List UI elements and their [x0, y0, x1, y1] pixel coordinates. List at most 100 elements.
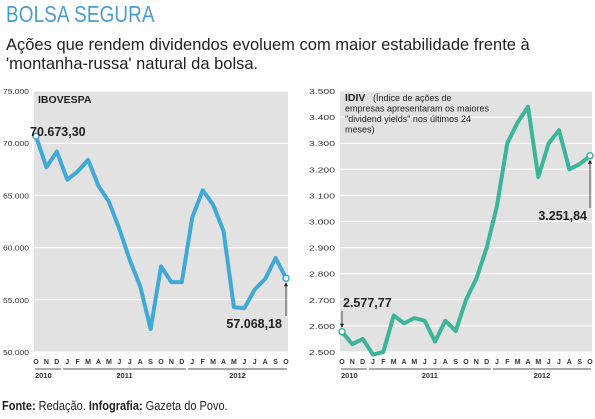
- y-tick-label: 2.800: [309, 270, 335, 279]
- x-tick-label: J: [253, 359, 257, 366]
- end-value-label: 3.251,84: [538, 209, 587, 223]
- endpoint-marker: [586, 152, 594, 160]
- end-pointer-arrow: [284, 282, 288, 287]
- series-line: [34, 134, 288, 331]
- year-label: 2011: [116, 371, 132, 380]
- end-pointer-arrow: [588, 159, 592, 164]
- x-tick-label: F: [381, 359, 386, 366]
- chart-title-note: meses): [345, 125, 375, 135]
- x-tick-label: S: [577, 359, 582, 366]
- x-tick-label: F: [201, 359, 206, 366]
- start-value-label: 70.673,30: [30, 125, 86, 139]
- credit-value: Gazeta do Povo.: [145, 399, 228, 413]
- x-tick-label: J: [557, 359, 561, 366]
- x-tick-label: D: [54, 359, 59, 366]
- x-tick-label: J: [117, 359, 121, 366]
- x-tick-label: M: [535, 359, 541, 366]
- year-label: 2010: [35, 371, 52, 380]
- x-tick-label: O: [587, 359, 593, 366]
- x-tick-label: A: [443, 359, 448, 366]
- x-tick-label: M: [231, 359, 237, 366]
- x-tick-label: J: [547, 359, 551, 366]
- y-tick-label: 2.900: [309, 244, 335, 253]
- y-tick-label: 2.600: [309, 322, 335, 331]
- series-line: [340, 104, 592, 357]
- x-tick-label: J: [371, 359, 375, 366]
- source-value: Redação.: [38, 399, 86, 413]
- x-tick-label: A: [567, 359, 572, 366]
- y-tick-label: 3.000: [309, 218, 335, 227]
- endpoint-marker: [338, 327, 346, 336]
- chart-title-note: (Índice de ações de: [373, 93, 452, 103]
- year-label: 2012: [534, 371, 551, 380]
- x-tick-label: A: [138, 359, 143, 366]
- chart-title-note: "dividend yields" nos últimos 24: [345, 114, 471, 124]
- x-tick-label: D: [360, 359, 365, 366]
- x-tick-label: O: [158, 359, 164, 366]
- x-tick-label: M: [391, 359, 397, 366]
- y-tick-label: 70.000: [3, 139, 29, 148]
- x-tick-label: O: [463, 359, 469, 366]
- x-tick-label: O: [283, 359, 289, 366]
- year-label: 2012: [229, 371, 246, 380]
- x-tick-label: A: [263, 359, 268, 366]
- x-tick-label: M: [515, 359, 521, 366]
- x-tick-label: S: [273, 359, 278, 366]
- y-tick-label: 55.000: [3, 296, 29, 305]
- source-label: Fonte:: [2, 399, 36, 413]
- y-tick-label: 3.200: [309, 165, 335, 174]
- x-tick-label: M: [210, 359, 216, 366]
- x-tick-label: A: [221, 359, 226, 366]
- chart-title: IBOVESPA: [38, 94, 92, 106]
- chart-title: IDIV: [345, 92, 365, 104]
- page-subtitle: Ações que rendem dividendos evoluem com …: [6, 36, 530, 73]
- x-tick-label: J: [190, 359, 194, 366]
- credit-label: Infografia:: [88, 399, 143, 413]
- x-tick-label: A: [96, 359, 101, 366]
- x-tick-label: A: [525, 359, 530, 366]
- y-tick-label: 3.300: [309, 139, 335, 148]
- page-title: BOLSA SEGURA: [6, 1, 155, 27]
- x-tick-label: N: [474, 359, 479, 366]
- x-tick-label: M: [106, 359, 112, 366]
- y-tick-label: 50.000: [3, 348, 29, 357]
- chart-title-note: empresas apresentaram os maiores: [345, 104, 490, 114]
- y-tick-label: 2.500: [309, 348, 335, 357]
- start-value-label: 2.577,77: [343, 296, 392, 310]
- y-tick-label: 60.000: [3, 244, 29, 253]
- chart-idiv: 2.500 2.600 2.700 2.800 2.900 3.000 3.100 3.200…: [309, 87, 594, 380]
- x-tick-label: F: [505, 359, 510, 366]
- x-tick-label: S: [453, 359, 458, 366]
- x-tick-label: J: [433, 359, 437, 366]
- x-tick-label: M: [411, 359, 417, 366]
- x-tick-label: F: [76, 359, 81, 366]
- x-tick-label: O: [339, 359, 345, 366]
- x-tick-label: A: [401, 359, 406, 366]
- x-tick-label: J: [65, 359, 69, 366]
- x-tick-label: S: [148, 359, 153, 366]
- y-tick-label: 2.700: [309, 296, 335, 305]
- y-tick-label: 3.100: [309, 191, 335, 200]
- y-tick-label: 65.000: [3, 191, 29, 200]
- x-tick-label: J: [128, 359, 132, 366]
- x-tick-label: N: [44, 359, 49, 366]
- y-tick-label: 3.400: [309, 113, 335, 122]
- x-tick-label: J: [423, 359, 427, 366]
- endpoint-marker: [32, 132, 40, 140]
- x-tick-label: D: [484, 359, 489, 366]
- y-tick-label: 3.500: [309, 87, 335, 96]
- end-value-label: 57.068,18: [226, 317, 282, 331]
- y-tick-label: 75.000: [3, 87, 29, 96]
- source-footer: Fonte: Redação. Infografia: Gazeta do Po…: [2, 399, 228, 413]
- endpoint-marker: [282, 274, 290, 282]
- x-tick-label: D: [179, 359, 184, 366]
- x-tick-label: O: [33, 359, 39, 366]
- x-tick-label: N: [350, 359, 355, 366]
- year-label: 2011: [422, 371, 438, 380]
- x-tick-label: M: [85, 359, 91, 366]
- x-tick-label: J: [242, 359, 246, 366]
- x-tick-label: J: [495, 359, 499, 366]
- x-tick-label: N: [169, 359, 174, 366]
